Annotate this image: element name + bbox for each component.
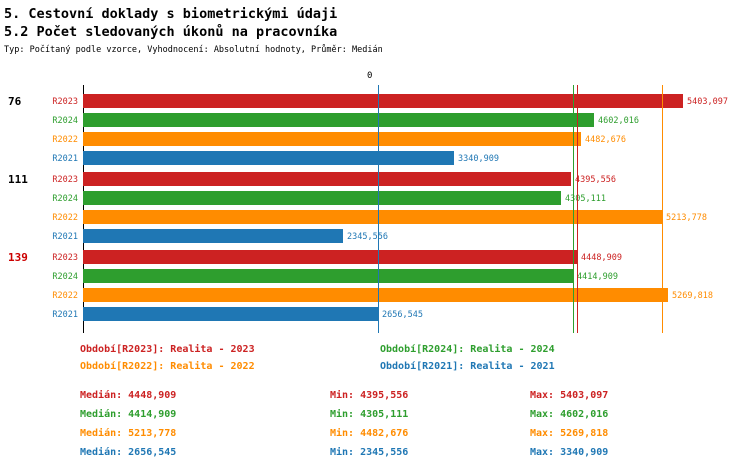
- bar-value-label: 4414,909: [577, 272, 618, 282]
- bar-r2023: [83, 172, 571, 186]
- bar-value-label: 4448,909: [581, 253, 622, 263]
- stat-min-r2023: Min: 4395,556: [330, 390, 409, 401]
- median-line-r2024: [573, 85, 574, 333]
- bar-series-label: R2024: [52, 194, 78, 204]
- bar-series-label: R2023: [52, 175, 78, 185]
- stat-max-r2022: Max: 5269,818: [530, 428, 609, 439]
- bar-series-label: R2021: [52, 310, 78, 320]
- bar-r2021: [83, 151, 454, 165]
- bar-value-label: 4602,016: [598, 116, 639, 126]
- bar-series-label: R2022: [52, 135, 78, 145]
- bar-r2023: [83, 94, 683, 108]
- bar-value-label: 4395,556: [575, 175, 616, 185]
- bar-series-label: R2024: [52, 272, 78, 282]
- stat-median-r2023: Medián: 4448,909: [80, 390, 177, 401]
- group-label: 111: [8, 173, 28, 186]
- bar-series-label: R2023: [52, 97, 78, 107]
- legend-item-r2021: Období[R2021]: Realita - 2021: [380, 361, 555, 372]
- value-axis-line: [83, 85, 84, 333]
- stat-median-r2024: Medián: 4414,909: [80, 409, 177, 420]
- bar-value-label: 2656,545: [382, 310, 423, 320]
- stat-median-r2022: Medián: 5213,778: [80, 428, 177, 439]
- stat-max-r2023: Max: 5403,097: [530, 390, 609, 401]
- bar-r2022: [83, 210, 662, 224]
- bar-series-label: R2022: [52, 291, 78, 301]
- legend-item-r2022: Období[R2022]: Realita - 2022: [80, 361, 255, 372]
- bar-series-label: R2022: [52, 213, 78, 223]
- report-title-line1: 5. Cestovní doklady s biometrickými údaj…: [4, 6, 338, 22]
- bar-r2024: [83, 113, 594, 127]
- bar-r2022: [83, 288, 668, 302]
- bar-value-label: 4305,111: [565, 194, 606, 204]
- median-line-r2023: [577, 85, 578, 333]
- bar-r2022: [83, 132, 581, 146]
- bar-r2024: [83, 191, 561, 205]
- stat-max-r2021: Max: 3340,909: [530, 447, 609, 458]
- bar-r2024: [83, 269, 573, 283]
- bar-value-label: 4482,676: [585, 135, 626, 145]
- bar-series-label: R2021: [52, 232, 78, 242]
- bar-series-label: R2024: [52, 116, 78, 126]
- axis-zero-label: 0: [367, 71, 373, 81]
- bar-value-label: 2345,556: [347, 232, 388, 242]
- bar-value-label: 5269,818: [672, 291, 713, 301]
- legend-item-r2023: Období[R2023]: Realita - 2023: [80, 344, 255, 355]
- group-label: 139: [8, 251, 28, 264]
- group-label: 76: [8, 95, 22, 108]
- report-meta: Typ: Počítaný podle vzorce, Vyhodnocení:…: [4, 45, 383, 55]
- bar-value-label: 5213,778: [666, 213, 707, 223]
- bar-r2023: [83, 250, 577, 264]
- bar-series-label: R2023: [52, 253, 78, 263]
- median-line-r2022: [662, 85, 663, 333]
- stat-min-r2021: Min: 2345,556: [330, 447, 409, 458]
- bar-r2021: [83, 307, 378, 321]
- bar-value-label: 3340,909: [458, 154, 499, 164]
- bar-value-label: 5403,097: [687, 97, 728, 107]
- stat-median-r2021: Medián: 2656,545: [80, 447, 177, 458]
- legend-item-r2024: Období[R2024]: Realita - 2024: [380, 344, 555, 355]
- report-title-line2: 5.2 Počet sledovaných úkonů na pracovník…: [4, 24, 338, 40]
- median-line-r2021: [378, 85, 379, 333]
- bar-series-label: R2021: [52, 154, 78, 164]
- stat-max-r2024: Max: 4602,016: [530, 409, 609, 420]
- stat-min-r2022: Min: 4482,676: [330, 428, 409, 439]
- bar-r2021: [83, 229, 343, 243]
- stat-min-r2024: Min: 4305,111: [330, 409, 409, 420]
